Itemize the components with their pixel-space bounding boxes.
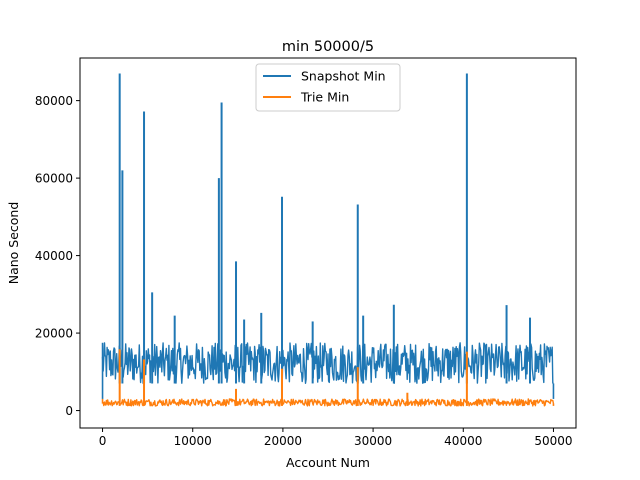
x-tick-label: 30000 — [354, 434, 392, 448]
series-layer — [101, 73, 555, 407]
y-tick-label: 60000 — [35, 172, 73, 186]
chart-title: min 50000/5 — [282, 39, 374, 55]
series-snapshot-min — [101, 73, 555, 399]
x-tick-label: 10000 — [174, 434, 212, 448]
x-tick-label: 20000 — [264, 434, 302, 448]
y-tick-label: 80000 — [35, 94, 73, 108]
plot-frame — [79, 57, 577, 429]
y-tick-label: 40000 — [35, 249, 73, 263]
legend-label-snapshot-min: Snapshot Min — [301, 69, 386, 84]
legend-label-trie-min: Trie Min — [300, 90, 349, 105]
x-tick-label: 40000 — [444, 434, 482, 448]
series-band-line — [102, 398, 555, 407]
y-tick-label: 20000 — [35, 327, 73, 341]
x-tick-label: 50000 — [534, 434, 572, 448]
legend: Snapshot Min Trie Min — [255, 63, 401, 112]
legend-box — [255, 63, 401, 112]
x-tick-label: 0 — [99, 434, 107, 448]
y-axis-label: Nano Second — [6, 202, 21, 285]
series-trie-min — [101, 349, 555, 407]
x-axis-label: Account Num — [286, 455, 370, 470]
y-tick-label: 0 — [65, 404, 73, 418]
series-band-line — [101, 342, 554, 385]
x-axis: 0 10000 20000 30000 40000 50000 — [99, 428, 573, 448]
y-axis: 0 20000 40000 60000 80000 — [35, 94, 80, 418]
